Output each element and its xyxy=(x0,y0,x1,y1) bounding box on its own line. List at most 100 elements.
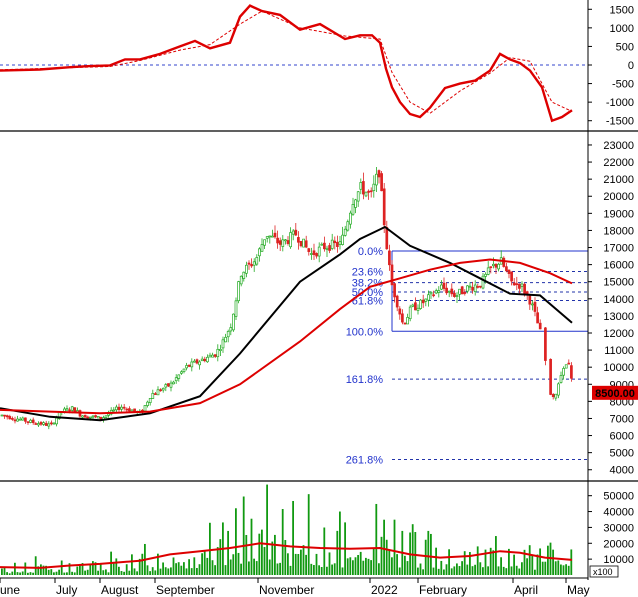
candle xyxy=(169,382,173,388)
volume-bar xyxy=(466,564,469,575)
candle xyxy=(203,358,207,362)
candle xyxy=(453,292,456,297)
candle xyxy=(434,290,438,294)
candle xyxy=(507,269,511,274)
volume-bar xyxy=(406,561,409,575)
volume-bar xyxy=(281,509,284,575)
volume-unit-box xyxy=(589,565,619,578)
candle xyxy=(112,409,116,412)
volume-bar xyxy=(539,548,541,575)
candle xyxy=(406,317,409,325)
volume-bar xyxy=(552,549,554,575)
candle xyxy=(198,361,201,366)
y-tick-label: 10000 xyxy=(603,554,634,566)
candle xyxy=(187,364,191,367)
candle xyxy=(164,384,168,388)
volume-unit-label: x100 xyxy=(593,567,613,577)
volume-bar xyxy=(318,565,320,575)
volume-bar xyxy=(55,571,58,575)
volume-bar xyxy=(497,566,500,575)
volume-bar xyxy=(476,546,479,575)
volume-bar xyxy=(567,565,570,575)
candle xyxy=(122,406,126,409)
volume-bar xyxy=(541,561,544,575)
candle xyxy=(450,288,454,295)
candle xyxy=(466,285,469,292)
volume-bar xyxy=(8,573,11,575)
candle xyxy=(156,389,160,396)
candle xyxy=(557,383,560,396)
candle xyxy=(128,408,131,412)
volume-bar xyxy=(521,562,523,575)
candle xyxy=(273,232,277,238)
candle xyxy=(167,383,170,387)
candle xyxy=(252,261,256,266)
volume-bar xyxy=(154,570,157,575)
volume-bar xyxy=(141,553,144,575)
volume-bar xyxy=(424,539,427,575)
volume-bar xyxy=(515,565,518,575)
volume-bar xyxy=(487,566,489,575)
volume-bar xyxy=(445,564,448,575)
volume-bar xyxy=(414,532,417,575)
candle xyxy=(528,295,532,305)
candle xyxy=(393,283,396,298)
candle xyxy=(180,371,183,374)
volume-bar xyxy=(21,571,24,575)
candle xyxy=(486,267,490,275)
volume-bar xyxy=(279,562,281,575)
candle xyxy=(13,419,17,422)
candle xyxy=(29,419,32,423)
volume-bar xyxy=(474,564,476,575)
candle xyxy=(338,241,342,245)
moving-average-short xyxy=(0,225,573,422)
candle xyxy=(432,294,435,297)
volume-bar xyxy=(458,566,461,575)
volume-bar xyxy=(562,565,565,575)
volume-bar xyxy=(372,548,375,575)
volume-bar xyxy=(193,557,196,575)
candle xyxy=(367,190,370,193)
volume-bar xyxy=(123,571,125,575)
volume-bar xyxy=(523,549,526,575)
volume-bar xyxy=(255,561,258,575)
candle xyxy=(193,360,196,363)
candle xyxy=(260,244,264,252)
candle xyxy=(380,173,383,192)
candle xyxy=(190,361,194,368)
volume-bar xyxy=(276,563,279,575)
candle xyxy=(419,299,422,309)
candle xyxy=(11,418,14,420)
y-tick-label: 4000 xyxy=(610,465,634,477)
candle xyxy=(65,408,69,411)
candle xyxy=(440,284,443,290)
y-tick-label: 18000 xyxy=(603,225,634,237)
y-tick-label: 20000 xyxy=(603,538,634,550)
x-tick-label: September xyxy=(156,583,215,597)
volume-bar xyxy=(510,566,513,575)
candle xyxy=(247,262,251,265)
candle xyxy=(206,356,209,363)
candle xyxy=(161,387,165,391)
volume-bar xyxy=(29,572,32,575)
volume-bar xyxy=(227,530,229,575)
y-tick-label: 23000 xyxy=(603,140,634,152)
volume-bar xyxy=(201,553,203,575)
volume-bar xyxy=(463,551,466,575)
candle xyxy=(213,354,217,357)
candle xyxy=(377,170,381,178)
volume-bar xyxy=(427,530,430,575)
volume-bar xyxy=(328,552,331,575)
candle xyxy=(510,271,513,282)
volume-bar xyxy=(60,560,63,575)
volume-bar xyxy=(172,557,175,575)
volume-bar xyxy=(92,561,94,575)
candle xyxy=(224,336,227,343)
volume-bar xyxy=(385,539,388,575)
volume-bar xyxy=(565,564,567,575)
price-panel: 23000 22000 21000 20000 19000 18000 17000 16000… xyxy=(0,140,638,477)
volume-bar xyxy=(430,533,432,575)
candle xyxy=(125,408,129,411)
volume-bar xyxy=(6,572,8,575)
candle xyxy=(388,250,391,266)
